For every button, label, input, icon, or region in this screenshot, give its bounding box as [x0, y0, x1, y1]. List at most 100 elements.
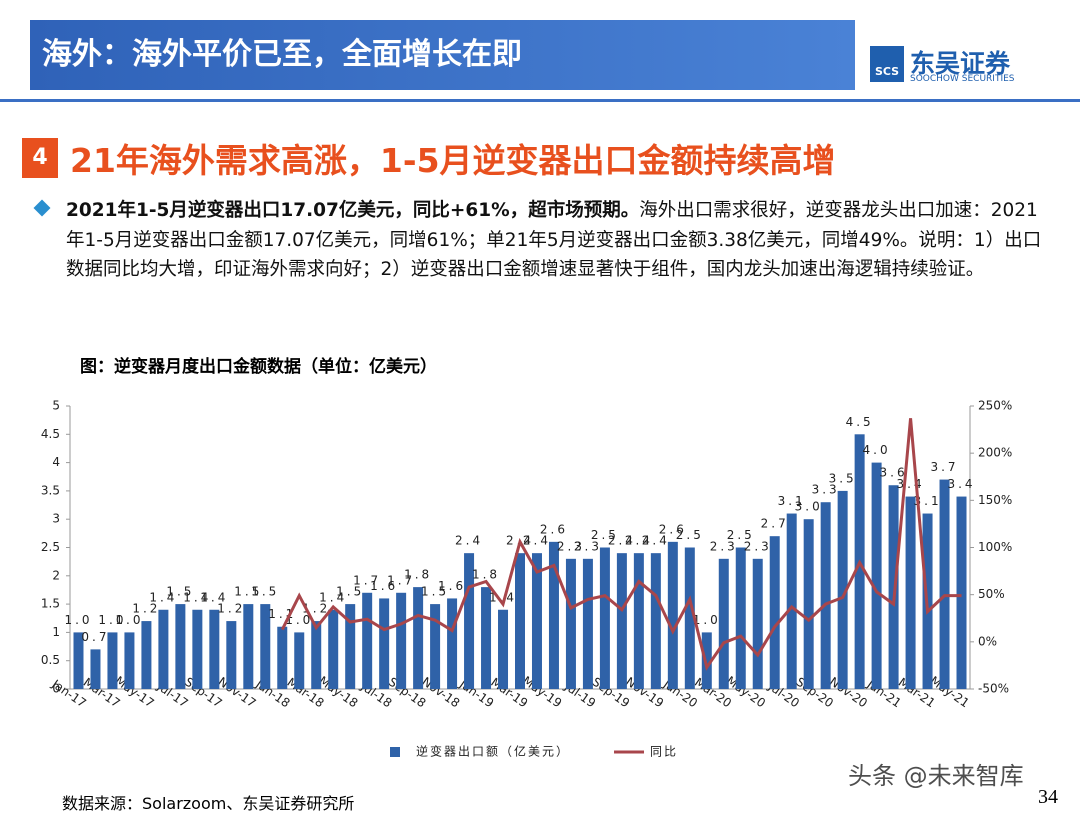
bar [141, 621, 152, 689]
value-label: 3.6 [880, 466, 908, 480]
bar [481, 587, 492, 689]
value-label: 1.0 [64, 613, 92, 627]
value-label: 3.7 [930, 460, 958, 474]
value-label: 2.4 [506, 534, 534, 548]
bar [786, 513, 797, 689]
bar [956, 496, 967, 689]
y2-tick-label: -50% [978, 682, 1009, 696]
legend-label: 逆变器出口额（亿美元） [416, 744, 570, 759]
source: 数据来源：Solarzoom、东吴证券研究所 [62, 794, 355, 813]
header-rule [0, 99, 1080, 102]
logo-name: 东吴证券 [910, 49, 1011, 78]
y2-tick-label: 0% [978, 634, 997, 648]
value-label: 1.5 [336, 585, 364, 599]
bar [209, 609, 220, 689]
y-tick-label: 4 [52, 455, 60, 469]
value-label: 3.0 [795, 500, 823, 514]
value-label: 2.6 [659, 522, 687, 536]
bar [548, 541, 559, 689]
bar [565, 558, 576, 689]
y2-tick-label: 250% [978, 399, 1012, 413]
bar [277, 626, 288, 689]
value-label: 1.0 [285, 613, 313, 627]
bar [124, 632, 135, 689]
legend-swatch [390, 747, 400, 757]
value-label: 1.7 [387, 573, 415, 587]
bar [260, 604, 271, 689]
page-number: 34 [1038, 786, 1058, 808]
bar [430, 604, 441, 689]
value-label: 1.5 [234, 585, 262, 599]
value-label: 2.3 [744, 539, 772, 553]
legend-label: 同比 [650, 745, 678, 759]
bar [531, 553, 542, 689]
value-label: 1.0 [115, 613, 143, 627]
value-label: 1.5 [421, 585, 449, 599]
value-label: 4.5 [846, 415, 874, 429]
y2-tick-label: 50% [978, 587, 1005, 601]
value-label: 2.3 [574, 539, 602, 553]
bar [582, 558, 593, 689]
logo-en: SOOCHOW SECURITIES [910, 74, 1015, 84]
chart-title: 图：逆变器月度出口金额数据（单位：亿美元） [80, 357, 437, 377]
header-title: 海外：海外平价已至，全面增长在即 [30, 20, 855, 90]
value-label: 0.7 [81, 630, 109, 644]
value-label: 2.3 [557, 539, 585, 553]
value-label: 2.4 [625, 534, 653, 548]
bar [379, 598, 390, 689]
bar [362, 592, 373, 689]
bar [718, 558, 729, 689]
bullet-bold: 2021年1-5月逆变器出口17.07亿美元，同比+61%，超市场预期。 [66, 200, 640, 221]
bar [888, 485, 899, 689]
value-label: 1.6 [438, 579, 466, 593]
value-label: 1.4 [319, 590, 347, 604]
bar [667, 541, 678, 689]
value-label: 2.4 [608, 534, 636, 548]
bar [905, 496, 916, 689]
value-label: 2.3 [710, 539, 738, 553]
value-label: 1.7 [353, 573, 381, 587]
bar [735, 547, 746, 689]
value-label: 2.7 [761, 517, 789, 531]
bar [701, 632, 712, 689]
value-label: 1.4 [149, 590, 177, 604]
bar [328, 609, 339, 689]
value-label: 4.0 [863, 443, 891, 457]
bar [90, 649, 101, 689]
bar [515, 553, 525, 689]
bar [107, 632, 118, 689]
bar [633, 553, 644, 689]
logo-mark: SCS [870, 46, 904, 82]
bar [396, 592, 407, 689]
bar [175, 604, 186, 689]
value-label: 1.0 [98, 613, 126, 627]
bar [599, 547, 610, 689]
y-tick-label: 2 [52, 568, 60, 582]
value-label: 1.2 [217, 602, 245, 616]
y2-tick-label: 150% [978, 493, 1012, 507]
bar [447, 598, 458, 689]
value-label: 3.4 [897, 477, 925, 491]
section-number: 4 [22, 138, 58, 178]
value-label: 3.4 [947, 477, 975, 491]
value-label: 1.5 [166, 585, 194, 599]
y2-tick-label: 200% [978, 446, 1012, 460]
bar [837, 490, 848, 689]
value-label: 1.5 [251, 585, 279, 599]
bar [820, 502, 831, 689]
value-label: 3.5 [829, 471, 857, 485]
watermark: 头条 @未来智库 [848, 762, 1024, 790]
value-label: 2.5 [676, 528, 704, 542]
bar [769, 536, 780, 689]
y2-tick-label: 100% [978, 540, 1012, 554]
bar [73, 632, 84, 689]
value-label: 1.0 [693, 613, 721, 627]
value-label: 2.6 [540, 522, 568, 536]
y-tick-label: 4.5 [41, 427, 60, 441]
value-label: 2.5 [727, 528, 755, 542]
value-label: 1.4 [200, 590, 228, 604]
section-title: 21年海外需求高涨，1-5月逆变器出口金额持续高增 [70, 141, 836, 180]
value-label: 3.1 [778, 494, 806, 508]
